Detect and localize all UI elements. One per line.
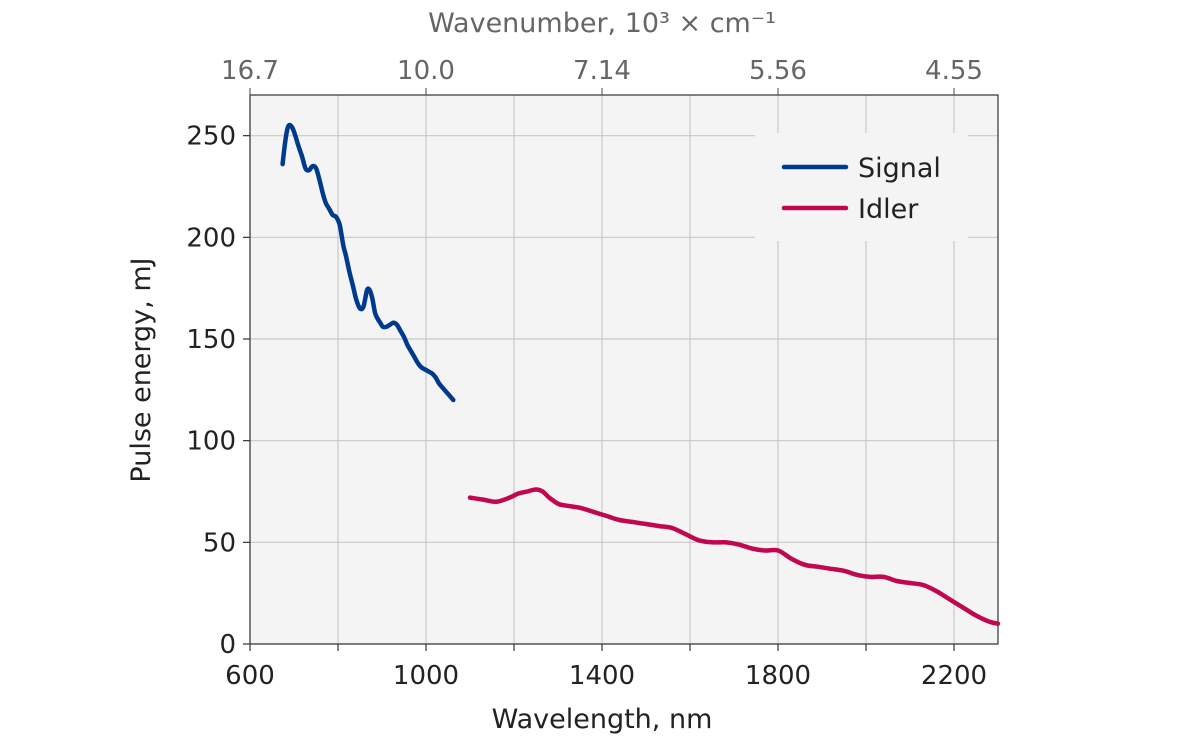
y-tick-label: 100 [186, 427, 236, 457]
top-tick-label: 10.0 [397, 56, 455, 86]
y-tick-label: 200 [186, 223, 236, 253]
x-tick-label: 600 [225, 661, 275, 691]
y-tick-label: 150 [186, 325, 236, 355]
x-tick-label: 1800 [745, 661, 811, 691]
series-line-signal [280, 122, 456, 403]
legend-box [755, 133, 968, 241]
top-tick-label: 5.56 [749, 56, 807, 86]
plot-frame [249, 94, 999, 645]
top-tick-label: 16.7 [221, 56, 279, 86]
y-tick-label: 250 [186, 122, 236, 152]
top-tick-label: 7.14 [573, 56, 631, 86]
y-tick-label: 50 [203, 528, 236, 558]
top-tick-label: 4.55 [925, 56, 983, 86]
x-axis-title: Wavelength, nm [492, 704, 713, 735]
x-tick-label: 2200 [921, 661, 987, 691]
x-tick-label: 1000 [393, 661, 459, 691]
legend-label-idler: Idler [858, 194, 919, 225]
series-line-idler [467, 487, 1001, 626]
y-axis-title: Pulse energy, mJ [126, 257, 157, 482]
x-tick-label: 1400 [569, 661, 635, 691]
y-tick-label: 0 [219, 630, 236, 660]
legend: Signal Idler [755, 133, 968, 241]
top-axis-title: Wavenumber, 10³ × cm⁻¹ [428, 8, 776, 39]
legend-label-signal: Signal [858, 153, 941, 184]
